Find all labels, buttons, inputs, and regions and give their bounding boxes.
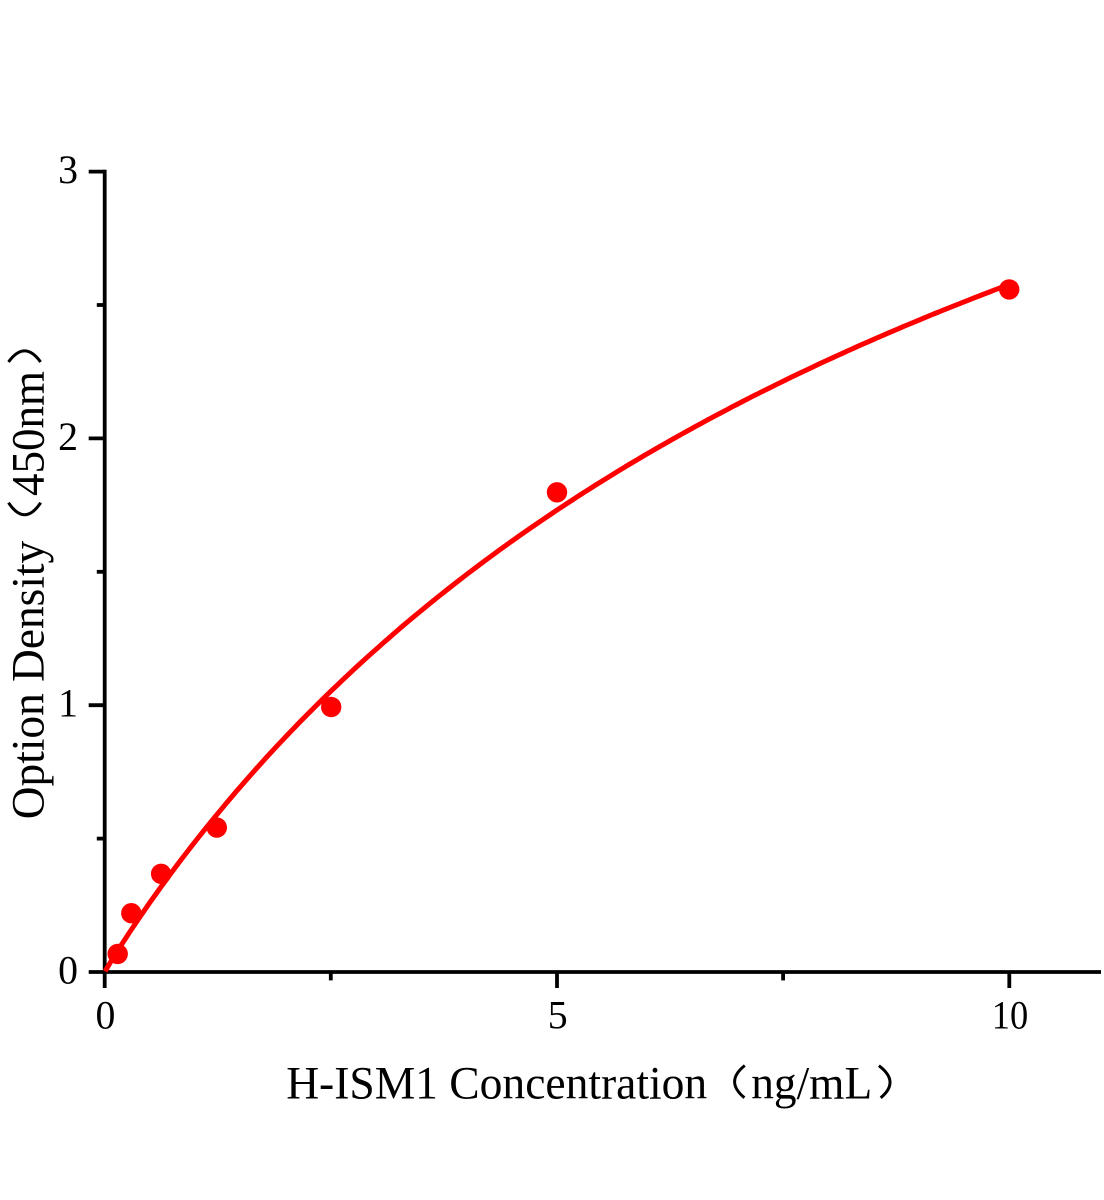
svg-text:450nm: 450nm (3, 371, 55, 496)
svg-text:Option Density: Option Density (3, 540, 55, 819)
svg-text:10: 10 (992, 993, 1029, 1037)
svg-text:1: 1 (58, 682, 78, 726)
svg-text:2: 2 (58, 415, 78, 459)
svg-text:H-ISM1 Concentration: H-ISM1 Concentration (286, 1058, 707, 1110)
svg-text:3: 3 (58, 148, 78, 192)
svg-text:5: 5 (548, 993, 568, 1037)
svg-text:0: 0 (58, 948, 78, 992)
svg-text:ng/mL: ng/mL (751, 1058, 872, 1110)
svg-text:0: 0 (95, 993, 115, 1037)
